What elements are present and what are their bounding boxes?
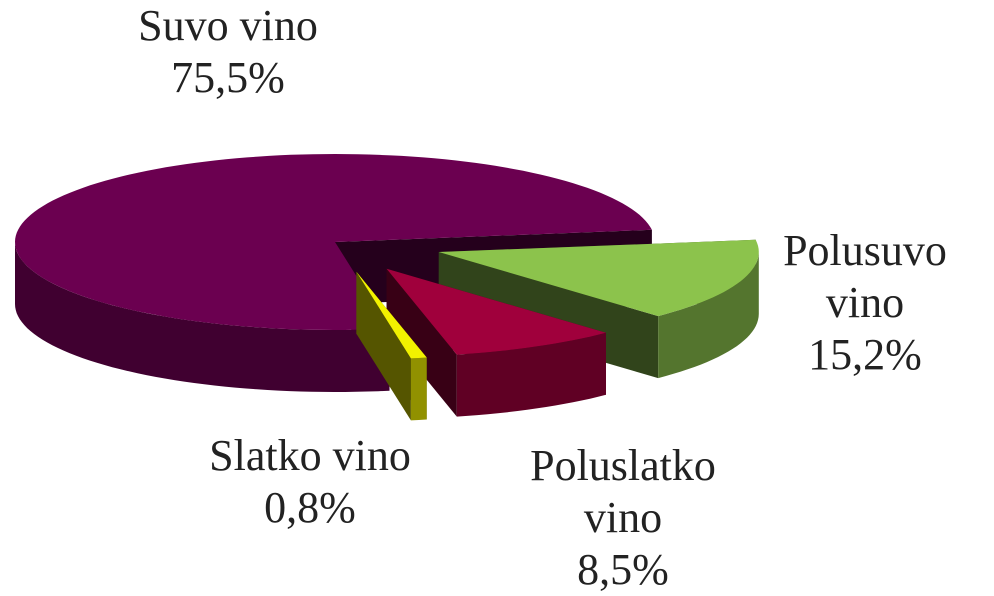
slice-label: Poluslatko vino 8,5%: [498, 440, 748, 596]
category-label: Slatko vino: [209, 431, 411, 480]
value-label: 75,5%: [171, 53, 285, 102]
value-label: 0,8%: [264, 483, 356, 532]
slice: [356, 271, 427, 359]
slice: [438, 239, 759, 317]
slice: [386, 268, 606, 355]
category-label: Polusuvo vino: [783, 226, 947, 327]
slice-wall: [15, 242, 390, 392]
slice-side: [356, 271, 411, 421]
category-label: Poluslatko vino: [530, 441, 716, 542]
category-label: Suvo vino: [138, 1, 318, 50]
slice-label: Suvo vino 75,5%: [78, 0, 378, 104]
slice-wall: [658, 252, 759, 379]
slice-label: Slatko vino 0,8%: [160, 430, 460, 534]
slice-label: Polusuvo vino 15,2%: [765, 225, 965, 381]
slice-wall: [410, 357, 427, 421]
slice: [15, 154, 652, 330]
value-label: 8,5%: [577, 545, 669, 594]
slice-wall: [456, 332, 606, 417]
value-label: 15,2%: [808, 330, 922, 379]
slice-side: [386, 268, 457, 417]
